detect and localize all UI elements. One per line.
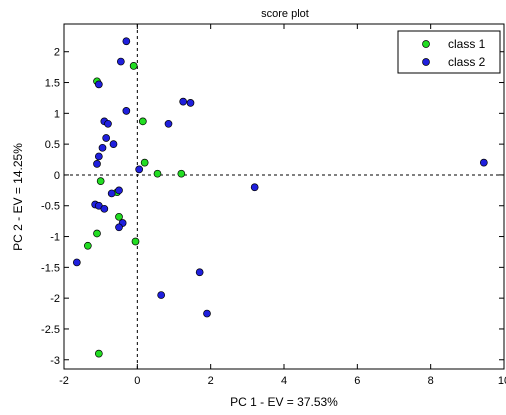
point-class-2	[164, 119, 173, 128]
point-class-1	[131, 237, 140, 246]
point-class-2	[72, 258, 81, 267]
y-tick-label: -1	[50, 232, 60, 244]
x-tick-label: 10	[498, 375, 506, 387]
y-tick-label: 1	[54, 108, 60, 120]
point-class-2	[179, 97, 188, 106]
point-class-2	[115, 223, 123, 232]
point-class-1	[140, 158, 149, 167]
point-class-2	[109, 140, 118, 148]
x-tick-label: 2	[208, 375, 214, 387]
point-class-1	[153, 169, 162, 178]
reference-lines	[64, 24, 504, 369]
point-class-2	[102, 134, 111, 142]
chart-title: score plot	[261, 8, 309, 20]
axis-ticks: -2 0 2 4 6 8 10 -3 -2.5 -2 -1.5 -1 -0.5 0 0.5 1 1.5 2	[41, 24, 506, 387]
legend-marker-class-2	[422, 58, 430, 66]
y-tick-label: -0.5	[41, 201, 60, 213]
point-class-2	[94, 80, 103, 89]
point-class-2	[195, 268, 204, 277]
scatter-points	[72, 37, 488, 358]
point-class-1	[129, 62, 138, 70]
y-tick-label: -1.5	[41, 262, 60, 274]
y-tick-label: 1.5	[45, 78, 60, 90]
point-class-1	[115, 212, 123, 221]
point-class-2	[250, 183, 259, 192]
x-tick-label: 6	[354, 375, 360, 387]
point-class-2	[135, 165, 144, 174]
legend-label-class-1: class 1	[448, 37, 486, 51]
x-tick-label: 0	[134, 375, 140, 387]
point-class-2	[94, 152, 103, 161]
x-tick-label: 8	[428, 375, 434, 387]
x-tick-label: 4	[281, 375, 287, 387]
point-class-2	[479, 158, 488, 167]
point-class-1	[94, 349, 103, 358]
y-tick-label: 2	[54, 47, 60, 59]
y-tick-label: -2.5	[41, 324, 60, 336]
legend-marker-class-1	[422, 40, 430, 48]
point-class-2	[122, 37, 131, 46]
point-class-2	[122, 107, 131, 115]
y-tick-label: 0.5	[45, 139, 60, 151]
x-axis-label: PC 1 - EV = 37.53%	[230, 395, 338, 409]
y-tick-label: -3	[50, 355, 60, 367]
point-class-1	[177, 169, 186, 178]
point-class-2	[107, 189, 116, 198]
point-class-2	[203, 309, 211, 318]
y-tick-label: 0	[54, 170, 60, 182]
point-class-2	[93, 159, 101, 168]
point-class-2	[115, 186, 123, 195]
legend: class 1 class 2	[397, 30, 501, 74]
point-class-2	[157, 291, 166, 299]
point-class-1	[96, 177, 105, 185]
plot-frame	[63, 23, 505, 370]
point-class-1	[83, 241, 92, 250]
point-class-2	[186, 99, 195, 107]
legend-box	[397, 30, 501, 74]
point-class-2	[104, 119, 112, 128]
point-class-1	[138, 117, 147, 126]
legend-label-class-2: class 2	[448, 55, 486, 69]
point-class-1	[93, 229, 101, 238]
x-tick-label: -2	[59, 375, 69, 387]
point-class-2	[98, 143, 107, 152]
y-tick-label: -2	[50, 293, 60, 305]
point-class-2	[116, 57, 125, 66]
y-axis-label: PC 2 - EV = 14.25%	[11, 143, 25, 251]
point-class-2	[100, 204, 109, 213]
